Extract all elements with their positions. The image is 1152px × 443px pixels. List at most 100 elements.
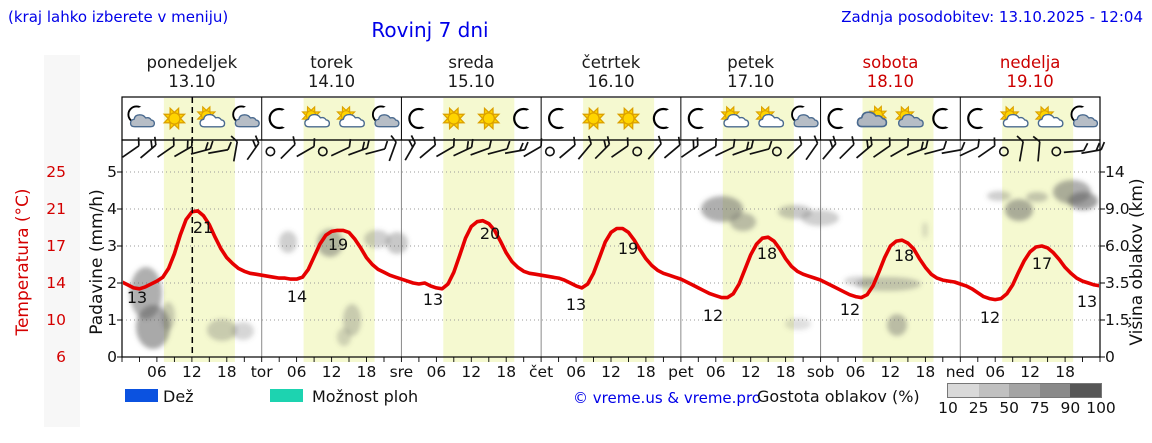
wind-calm-icon [998,146,1009,157]
wind-barb-icon [749,140,773,155]
weather-icon-slot [932,107,960,130]
precip-tick-label: 0 [107,348,117,366]
weather-icon-slot [301,105,331,128]
weather-icon-slot [616,106,641,131]
weather-icon-slot [371,105,400,128]
hour-tick-label: 18 [636,363,656,381]
day-date-label: 14.10 [308,72,355,91]
wind-barb-icon [230,135,239,162]
wind-calm-icon [632,146,643,157]
wind-barb-icon [190,140,214,155]
temp-value-label: 12 [703,306,723,325]
temp-value-label: 20 [480,224,500,243]
day-name-label: ponedeljek [147,53,238,72]
moon-icon [268,107,296,130]
rain-legend-label: Dež [163,387,194,406]
hour-tick-label: 06 [985,363,1005,381]
wind-barb-icon [174,138,194,158]
credit-link[interactable]: © vreme.us & vreme.pro [573,389,761,407]
wind-calm-icon [771,146,782,157]
sun-icon [442,106,466,131]
precip-tick-label: 2 [107,274,117,292]
hour-tick-label: 12 [741,363,761,381]
moon-icon [408,107,436,130]
cloud-height-tick-label: 3.5 [1105,274,1130,292]
cloud-icon [723,113,750,128]
weather-icon-slot [513,107,541,130]
weather-icon-slot [687,107,716,130]
page-title: Rovinj 7 dni [371,18,489,42]
wind-barb-icon [577,135,593,160]
hour-tick-label: 18 [776,363,796,381]
temp-value-label: 17 [1032,254,1052,273]
cloud-icon [856,111,888,128]
density-tick-label: 90 [1060,399,1081,417]
wind-barb-icon [855,136,873,159]
wind-barb-icon [419,136,437,159]
cloud-icon [199,113,226,128]
cloud-icon [1002,113,1029,128]
hour-tick-label: 12 [881,363,901,381]
precip-tick-label: 1 [107,311,117,329]
weather-icon-slot [827,107,855,130]
density-tick-label: 10 [938,399,958,417]
wind-barb-icon [1016,135,1024,162]
weather-icon-slot [408,107,436,130]
wind-barb-icon [959,138,981,157]
cloud-icon [374,114,400,128]
density-tick-label: 25 [968,399,989,417]
hour-tick-label: 12 [1020,363,1040,381]
sun-icon [162,106,187,131]
daytime-band [1002,98,1074,362]
cloud-height-tick-label: 0 [1105,348,1115,366]
wind-barb-icon [1081,141,1106,155]
temp-value-label: 13 [1077,292,1097,311]
day-date-label: 17.10 [727,72,774,91]
showers-legend-label: Možnost ploh [312,387,419,406]
day-name-label: nedelja [1000,53,1061,72]
wind-barb-icon [805,135,819,161]
daytime-band [443,98,515,362]
wind-barb-icon [487,140,511,155]
cloud-density-colorbar [947,383,1102,398]
weather-icon-slot [442,106,466,131]
wind-barb-icon [906,139,929,156]
density-segment [1009,384,1040,397]
day-date-label: 15.10 [448,72,495,91]
weather-icon-slot [720,105,750,128]
weather-icon-slot [581,106,606,131]
day-name-label: sobota [863,53,919,72]
day-abbr-label: ned [946,363,975,381]
weather-icon-slot [856,105,888,128]
day-name-label: petek [727,53,774,72]
cloud-height-tick-label: 14 [1105,163,1125,181]
wind-barb-icon [839,136,855,160]
wind-calm-icon [1051,146,1062,157]
wind-barb-icon [663,136,681,159]
cloud-icon [234,114,260,128]
temp-value-label: 12 [840,300,860,319]
hour-tick-label: 12 [461,363,481,381]
wind-barb-icon [504,141,529,155]
left-axis-strip [44,55,80,427]
daytime-band [163,98,235,362]
temp-value-label: 13 [423,290,443,309]
hour-tick-label: 18 [357,363,377,381]
temp-value-label: 18 [894,246,914,265]
cloud-icon [1072,114,1099,128]
wind-barb-icon [559,136,576,159]
density-tick-label: 50 [999,399,1020,417]
day-abbr-label: sre [390,363,414,381]
density-tick-label: 75 [1029,399,1050,417]
hour-tick-label: 18 [1055,363,1075,381]
weather-icon-slot [1070,105,1099,128]
wind-barb-icon [388,134,397,162]
wind-calm-icon [544,146,555,157]
wind-barb-icon [246,135,260,161]
temp-tick-label: 6 [56,348,66,366]
rain-legend-swatch [125,389,158,402]
cloud-icon [793,114,819,128]
day-abbr-label: tor [251,363,274,381]
wind-barb-icon [330,138,352,157]
